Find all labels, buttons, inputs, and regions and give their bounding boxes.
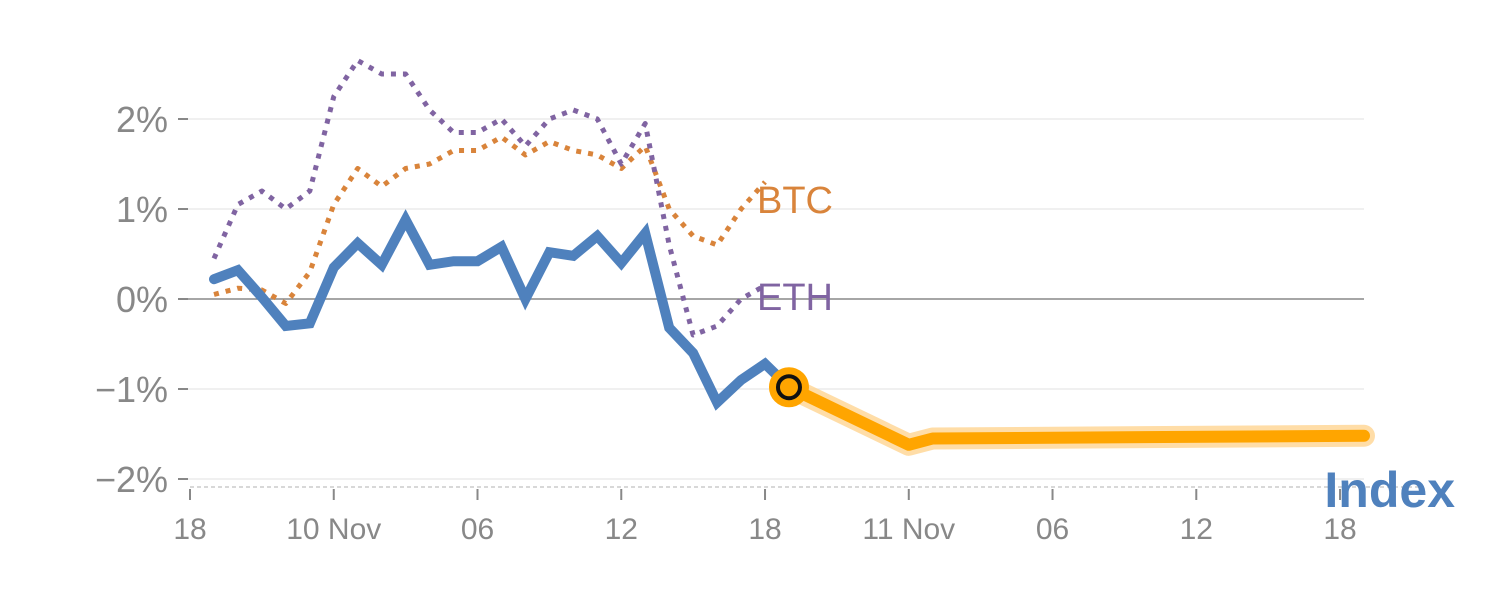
x-tick-label: 12 (605, 513, 638, 546)
y-tick-label: −2% (95, 459, 168, 500)
x-tick-label: 18 (173, 513, 206, 546)
series-label-index: Index (1324, 462, 1455, 518)
y-axis: 2% 1% 0% −1% −2% (95, 99, 168, 500)
y-tick-label: 0% (116, 279, 168, 320)
series-label-eth: ETH (757, 277, 833, 319)
x-axis: 18 10 Nov 06 12 18 11 Nov 06 12 18 (173, 489, 1357, 546)
series-line-btc (213, 134, 767, 306)
x-tick-label: 11 Nov (862, 513, 955, 546)
y-tick-label: 2% (116, 99, 168, 140)
x-tick-label: 06 (1036, 513, 1069, 546)
projection-line (783, 381, 1370, 451)
x-tick-label: 10 Nov (286, 513, 381, 546)
series-line-index (209, 209, 794, 411)
x-tick-label: 06 (461, 513, 494, 546)
current-value-marker-inner (775, 374, 802, 401)
y-tick-label: 1% (116, 189, 168, 230)
series-line-eth (211, 58, 767, 338)
x-tick-label: 12 (1180, 513, 1213, 546)
x-tick-label: 18 (748, 513, 781, 546)
y-tick-label: −1% (95, 369, 168, 410)
series-layer (209, 58, 1375, 456)
x-tick-label: 18 (1323, 513, 1356, 546)
series-label-btc: BTC (757, 180, 833, 222)
